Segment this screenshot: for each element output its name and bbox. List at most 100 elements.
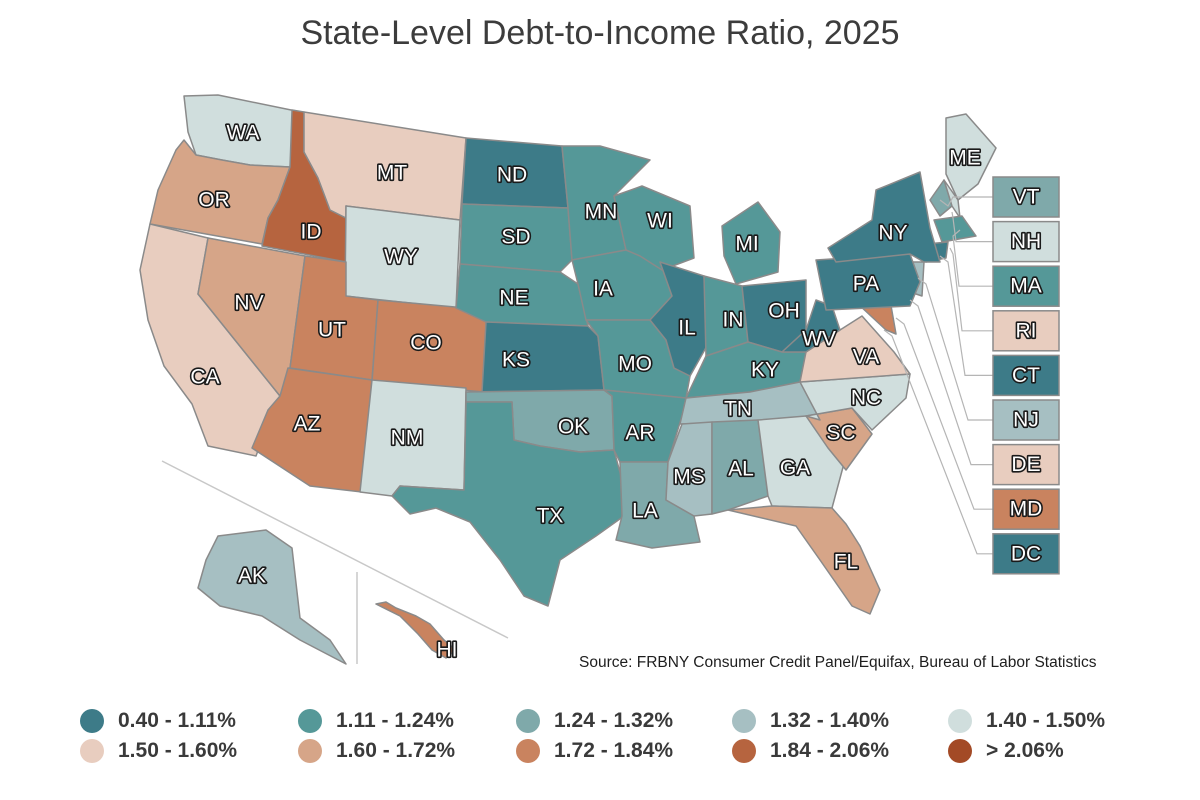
state-label-hi: HI	[437, 639, 458, 662]
state-sd[interactable]	[459, 203, 573, 273]
state-mi[interactable]	[721, 201, 781, 285]
leader-line-dc	[883, 329, 993, 555]
callout-box-nh[interactable]	[992, 220, 1060, 263]
source-note: Source: FRBNY Consumer Credit Panel/Equi…	[579, 654, 1097, 671]
callout-label-md: MD	[1010, 498, 1043, 521]
callout-box-de[interactable]	[992, 443, 1060, 486]
callout-label-nj: NJ	[1013, 409, 1039, 432]
callout-box-md[interactable]	[992, 488, 1060, 530]
state-label-tx: TX	[537, 505, 564, 528]
legend-item: 1.32 - 1.40%	[732, 706, 889, 736]
legend-label: 1.40 - 1.50%	[986, 709, 1106, 732]
state-label-al: AL	[728, 458, 754, 481]
legend-item: 1.84 - 2.06%	[732, 736, 889, 766]
state-label-mo: MO	[618, 353, 652, 376]
leader-line-nj	[917, 277, 993, 421]
legend-swatch	[298, 709, 322, 733]
legend-item: 1.50 - 1.60%	[80, 736, 237, 766]
state-label-ms: MS	[673, 466, 705, 489]
callout-box-ri[interactable]	[992, 310, 1060, 352]
legend-swatch	[80, 709, 104, 733]
states-layer	[139, 94, 997, 665]
callout-label-ri: RI	[1016, 319, 1037, 342]
state-label-ca: CA	[190, 366, 219, 389]
legend-swatch	[948, 739, 972, 763]
state-label-nv: NV	[234, 292, 263, 315]
legend-label: 1.11 - 1.24%	[336, 709, 454, 732]
leader-line-de	[909, 299, 993, 466]
callout-box-nj[interactable]	[992, 399, 1060, 441]
callout-box-ct[interactable]	[992, 354, 1060, 397]
callout-label-de: DE	[1011, 453, 1040, 476]
state-label-fl: FL	[834, 551, 859, 574]
state-label-ar: AR	[625, 422, 654, 445]
state-label-sc: SC	[826, 422, 855, 445]
state-hi[interactable]	[375, 601, 457, 659]
legend-item: 1.60 - 1.72%	[298, 736, 455, 766]
state-label-wv: WV	[802, 328, 836, 351]
callout-boxes: VT NH MA RI CT NJ DE MD DC	[992, 176, 1060, 575]
legend-item: 1.24 - 1.32%	[516, 706, 673, 736]
state-label-va: VA	[853, 346, 879, 369]
state-label-me: ME	[949, 147, 981, 170]
state-label-ak: AK	[238, 565, 266, 588]
state-label-mt: MT	[377, 162, 407, 185]
legend-item: 0.40 - 1.11%	[80, 706, 236, 736]
state-label-nc: NC	[851, 387, 881, 410]
legend-swatch	[948, 709, 972, 733]
state-fl[interactable]	[727, 505, 881, 615]
inset-divider-line	[161, 460, 509, 639]
legend-item: 1.11 - 1.24%	[298, 706, 454, 736]
state-ks[interactable]	[481, 321, 605, 393]
state-label-wa: WA	[226, 122, 259, 145]
legend-item: 1.72 - 1.84%	[516, 736, 673, 766]
state-labels: WA OR CA ID NV MT WY UT CO AZ NM ND SD NE KS OK TX MN IA MO…	[189, 120, 983, 663]
callout-box-ma[interactable]	[992, 265, 1060, 307]
callout-box-dc[interactable]	[992, 533, 1060, 575]
state-label-il: IL	[678, 317, 696, 340]
state-label-ks: KS	[502, 349, 530, 372]
legend-swatch	[298, 739, 322, 763]
legend-item: > 2.06%	[948, 736, 1064, 766]
state-tx[interactable]	[391, 401, 625, 607]
state-label-ga: GA	[780, 457, 810, 480]
legend-label: 1.50 - 1.60%	[118, 739, 238, 762]
state-label-ia: IA	[593, 278, 613, 301]
callout-box-vt[interactable]	[992, 176, 1060, 218]
state-wi[interactable]	[613, 185, 695, 271]
state-label-ky: KY	[751, 359, 779, 382]
leader-line-ct	[939, 255, 993, 376]
map-title: State-Level Debt-to-Income Ratio, 2025	[300, 14, 900, 52]
legend-swatch	[732, 709, 756, 733]
callout-label-vt: VT	[1013, 186, 1040, 209]
state-label-mi: MI	[735, 233, 758, 256]
callout-label-ct: CT	[1012, 364, 1040, 387]
callout-label-ma: MA	[1010, 275, 1042, 298]
callout-label-dc: DC	[1011, 542, 1041, 565]
state-ny[interactable]	[827, 171, 941, 263]
state-label-sd: SD	[501, 226, 530, 249]
legend-item: 1.40 - 1.50%	[948, 706, 1105, 736]
state-nc[interactable]	[799, 373, 911, 431]
state-label-mn: MN	[585, 201, 618, 224]
legend-label: 1.60 - 1.72%	[336, 739, 456, 762]
legend-label: 1.24 - 1.32%	[554, 709, 674, 732]
state-label-nm: NM	[391, 427, 424, 450]
state-label-pa: PA	[853, 273, 879, 296]
callout-label-nh: NH	[1011, 230, 1041, 253]
state-label-ut: UT	[318, 319, 346, 342]
state-al[interactable]	[711, 419, 769, 515]
state-me[interactable]	[945, 113, 997, 201]
state-label-co: CO	[410, 332, 442, 355]
state-label-az: AZ	[294, 413, 321, 436]
legend-label: 1.84 - 2.06%	[770, 739, 890, 762]
legend-swatch	[516, 709, 540, 733]
leader-line-nh	[951, 211, 993, 243]
legend-label: 0.40 - 1.11%	[118, 709, 236, 732]
leader-line-vt	[939, 196, 993, 207]
leader-line-ma	[952, 229, 993, 287]
state-label-in: IN	[723, 309, 744, 332]
legend-swatch	[80, 739, 104, 763]
state-ak[interactable]	[197, 529, 347, 665]
state-label-tn: TN	[724, 398, 752, 421]
